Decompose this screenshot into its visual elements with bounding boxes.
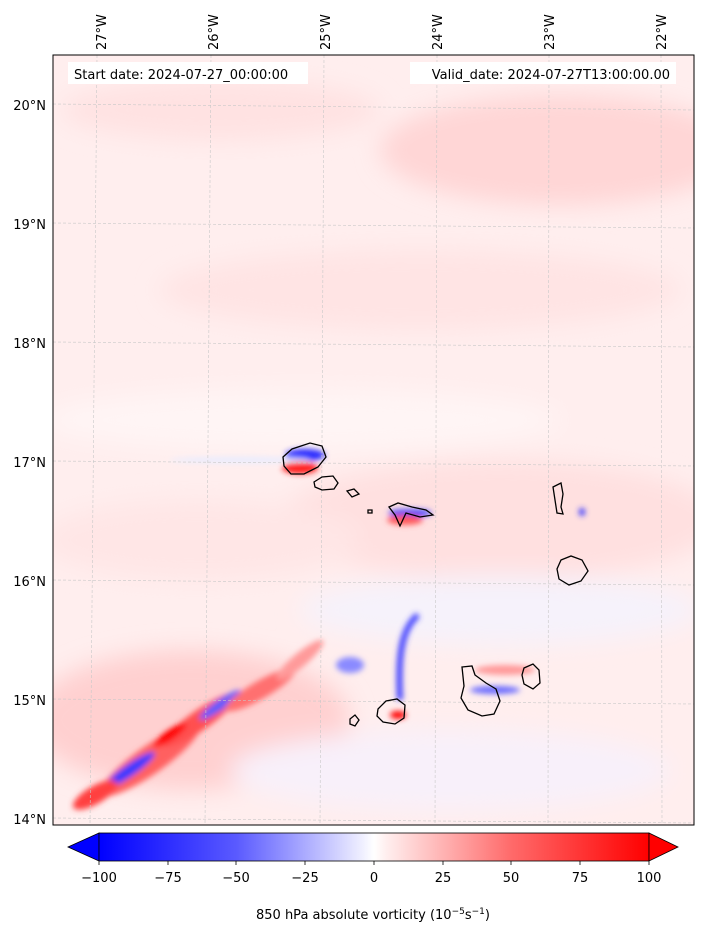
vorticity-field: [53, 80, 694, 810]
lat-label-19n: 19°N: [13, 218, 46, 233]
valid-date-box: [410, 62, 676, 84]
lat-label-16n: 16°N: [13, 575, 46, 590]
colorbar: −100 −75 −50 −25 0 25 50 75 100 850 hPa …: [67, 832, 679, 923]
island-maio: [521, 663, 541, 690]
island-santa-luzia: [345, 488, 361, 498]
island-sal: [552, 482, 564, 515]
island-boa-vista: [556, 555, 589, 586]
colorbar-max-extend: [648, 832, 679, 862]
longitude-labels: 27°W 26°W 25°W 24°W 23°W 22°W: [95, 14, 670, 50]
island-fogo: [376, 698, 406, 725]
gridlines: [53, 55, 694, 825]
lon-label-23w: 23°W: [543, 14, 558, 50]
colorbar-tick-marks: [98, 861, 650, 865]
island-santiago: [460, 665, 501, 717]
vorticity-island-wakes: [170, 449, 585, 719]
colorbar-gradient: [98, 832, 650, 862]
lon-label-24w: 24°W: [431, 14, 446, 50]
colorbar-tick-labels: −100 −75 −50 −25 0 25 50 75 100: [81, 871, 661, 886]
lat-label-20n: 20°N: [13, 99, 46, 114]
island-santo-antao: [282, 442, 327, 475]
lon-label-27w: 27°W: [95, 14, 110, 50]
cbar-tick-m100: −100: [81, 871, 117, 886]
vorticity-streaks-southwest: [72, 639, 324, 810]
lat-label-18n: 18°N: [13, 337, 46, 352]
cbar-tick-m25: −25: [291, 871, 318, 886]
valid-date-label: Valid_date: 2024-07-27T13:00:00.00: [432, 68, 670, 83]
start-date-box: [68, 62, 308, 84]
cbar-tick-50: 50: [503, 871, 520, 886]
island-brava: [349, 714, 360, 727]
island-branco: [367, 509, 373, 514]
lon-label-26w: 26°W: [207, 14, 222, 50]
lat-label-17n: 17°N: [13, 456, 46, 471]
cbar-tick-75: 75: [572, 871, 589, 886]
island-sao-vicente: [313, 475, 339, 491]
lon-label-22w: 22°W: [655, 14, 670, 50]
cbar-tick-0: 0: [370, 871, 378, 886]
cbar-tick-100: 100: [637, 871, 662, 886]
latitude-labels: 20°N 19°N 18°N 17°N 16°N 15°N 14°N: [13, 99, 46, 828]
cbar-tick-25: 25: [435, 871, 452, 886]
map-panel: [53, 55, 694, 825]
map-frame: [52, 54, 695, 826]
start-date-label: Start date: 2024-07-27_00:00:00: [74, 68, 288, 83]
colorbar-label: 850 hPa absolute vorticity (10−5s−1): [256, 907, 490, 923]
island-sao-nicolau: [387, 502, 435, 528]
lat-label-15n: 15°N: [13, 694, 46, 709]
lon-label-25w: 25°W: [319, 14, 334, 50]
colorbar-min-extend: [67, 832, 100, 862]
cbar-tick-m75: −75: [154, 871, 181, 886]
coastlines: [282, 442, 589, 727]
cbar-tick-m50: −50: [222, 871, 249, 886]
lat-label-14n: 14°N: [13, 813, 46, 828]
